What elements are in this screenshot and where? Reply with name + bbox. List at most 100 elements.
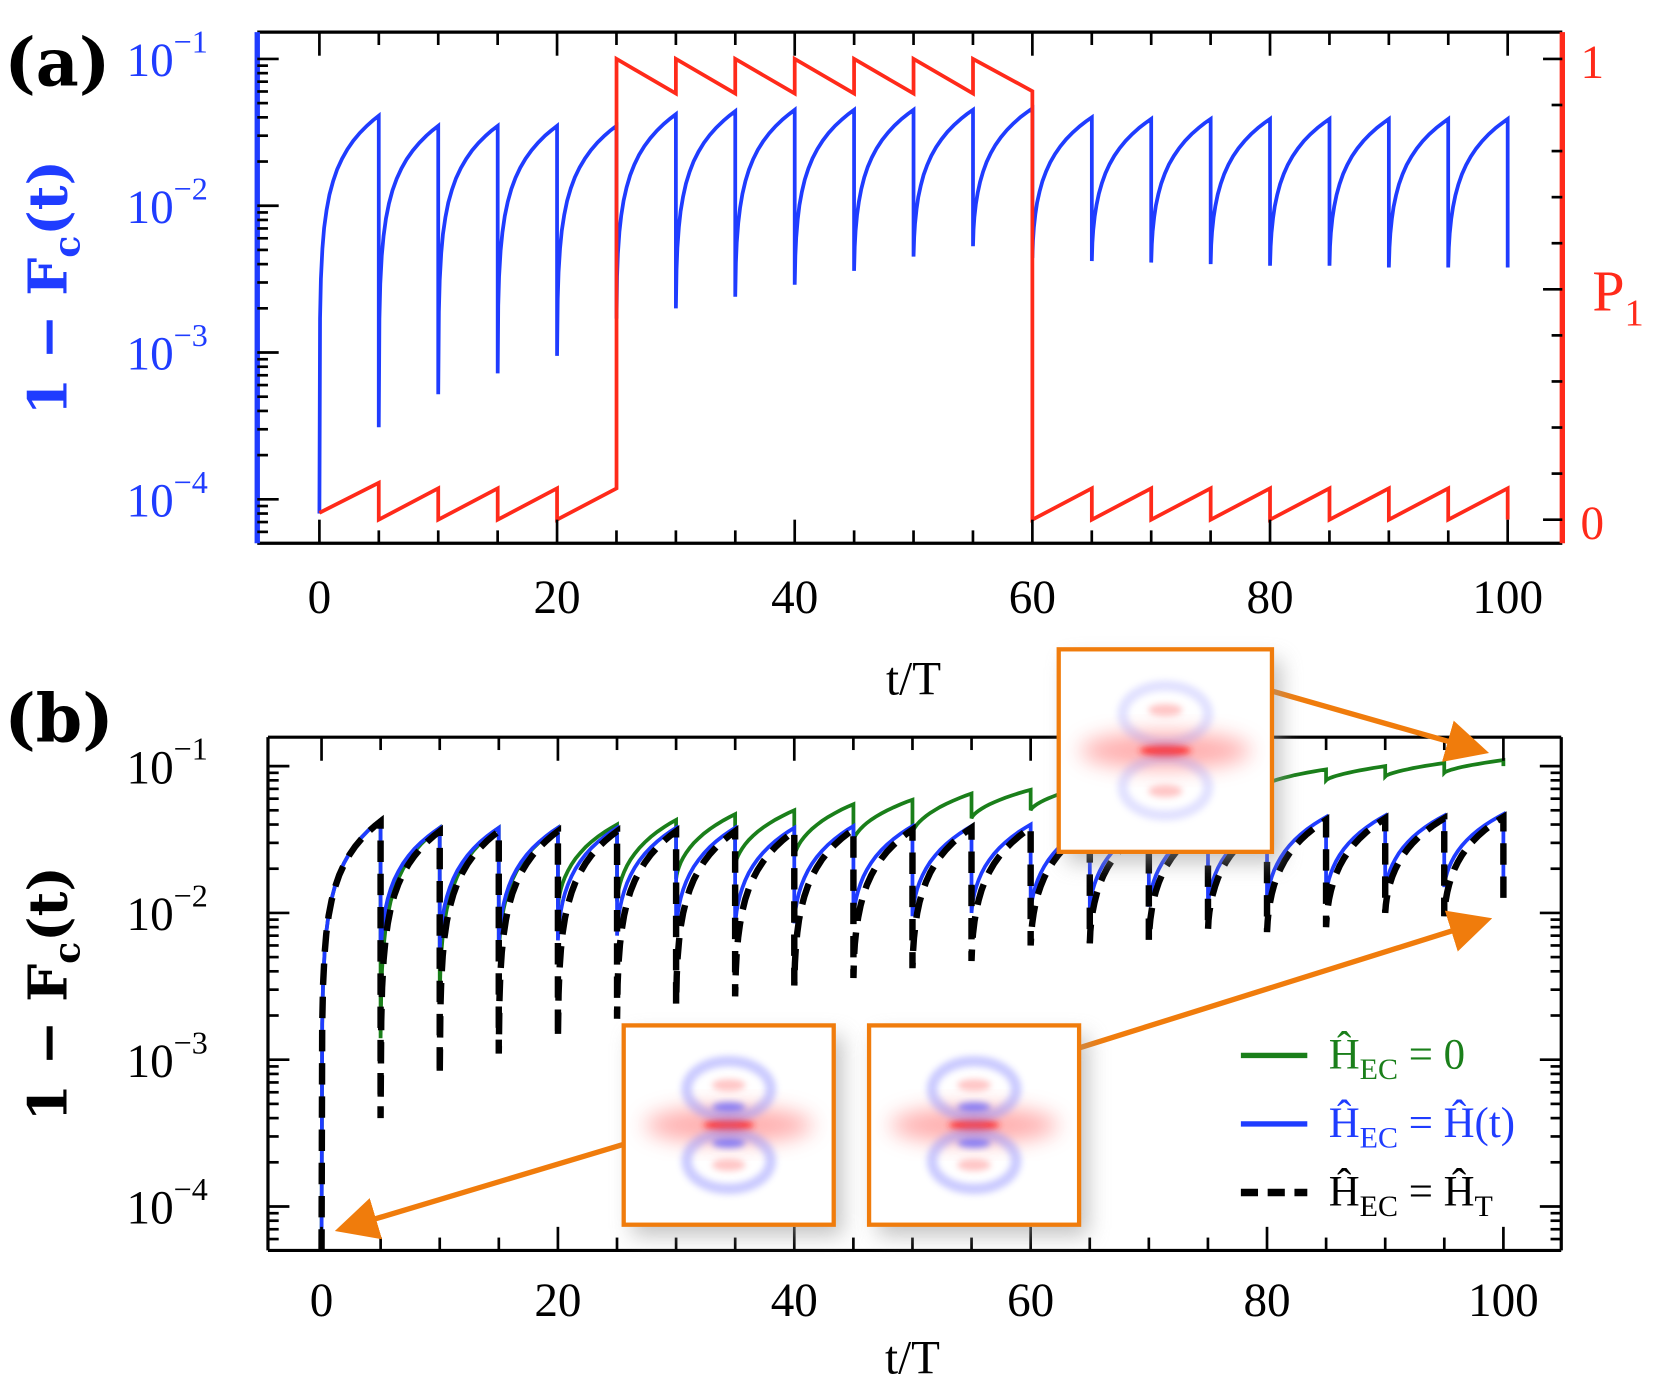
inset-1-arrow — [1271, 688, 1490, 762]
x-tick-label: 20 — [534, 1275, 581, 1327]
y-tick-exponent: −2 — [174, 877, 208, 913]
y-tick-base: 10 — [127, 1036, 174, 1088]
legend-label-3: ĤEC = ĤT — [1329, 1168, 1493, 1223]
y-tick-label: 10−2 — [127, 170, 208, 234]
inset-red-lobe — [711, 1158, 746, 1171]
inset-1 — [1056, 647, 1281, 863]
legend-label-part: Ĥ — [1329, 1100, 1360, 1147]
x-tick-label: 80 — [1243, 1275, 1290, 1327]
x-tick-label: 0 — [308, 572, 332, 624]
legend-label-part: Ĥ — [1329, 1168, 1360, 1215]
inset-red-lobe — [957, 1158, 991, 1171]
inset-2 — [621, 1023, 843, 1236]
inset-images — [334, 647, 1493, 1240]
inset-blue-ring — [1117, 753, 1214, 821]
y-tick-exponent: −2 — [174, 170, 208, 206]
inset-red-lobe — [711, 1079, 746, 1092]
y-tick-base: 10 — [127, 329, 174, 381]
y-tick-label: 10−2 — [127, 877, 208, 941]
y-tick-base: 10 — [127, 182, 174, 234]
y-tick-exponent: −4 — [174, 464, 208, 500]
inset-blue-ring — [926, 1055, 1022, 1123]
inset-blue-lobe — [957, 1102, 991, 1113]
inset-blue-lobe — [711, 1102, 746, 1113]
x-tick-label: 0 — [310, 1275, 334, 1327]
y-tick-label: 10−3 — [127, 317, 208, 381]
y-tick-exponent: −3 — [174, 317, 208, 353]
legend-label-2: ĤEC = Ĥ(t) — [1329, 1100, 1515, 1155]
y-tick-exponent: −1 — [174, 24, 208, 60]
inset-red-core — [948, 1119, 1000, 1132]
y-label-main: 1 − F — [17, 964, 80, 1121]
series-line-1 — [317, 104, 1510, 514]
y-tick-exponent: −4 — [174, 1171, 208, 1207]
y-tick-base: 10 — [127, 889, 174, 941]
y-tick-base: 10 — [127, 1183, 174, 1235]
y-axis-label: 1 − Fc(t) — [17, 866, 89, 1121]
y2-label-main: P — [1592, 259, 1624, 324]
y-axis-label: 1 − Fc(t) — [17, 160, 89, 415]
y-label-tail: (t) — [17, 866, 80, 941]
y-tick-exponent: −1 — [174, 731, 208, 767]
y-label-main: 1 − F — [17, 258, 80, 415]
legend-label-part: EC — [1360, 1053, 1398, 1086]
panel-label-a: (a) — [4, 24, 110, 102]
inset-red-lobe — [1148, 703, 1183, 717]
inset-3-arrow — [1078, 910, 1493, 1051]
series-line-2 — [319, 811, 1506, 1251]
series-line-2 — [318, 55, 1510, 523]
y2-axis-label: P1 — [1592, 259, 1643, 335]
panel-label-b: (b) — [4, 679, 113, 757]
y-tick-exponent: −3 — [174, 1024, 208, 1060]
inset-red-core — [703, 1119, 754, 1132]
x-tick-label: 40 — [771, 572, 818, 624]
y-tick-base: 10 — [127, 475, 174, 527]
y-tick-label: 10−4 — [127, 1171, 208, 1235]
y-tick-base: 10 — [127, 35, 174, 87]
y-label-sub: c — [45, 236, 88, 258]
x-tick-label: 40 — [771, 1275, 818, 1327]
y2-label-sub: 1 — [1625, 293, 1644, 335]
y2-tick-label: 1 — [1581, 37, 1605, 89]
legend-label-part: T — [1475, 1190, 1493, 1223]
x-tick-label: 60 — [1009, 572, 1056, 624]
y2-tick-label: 0 — [1581, 498, 1605, 550]
inset-blue-ring — [681, 1127, 777, 1195]
x-tick-label: 100 — [1468, 1275, 1539, 1327]
inset-blue-lobe — [957, 1138, 991, 1148]
x-tick-label: 60 — [1007, 1275, 1054, 1327]
legend-label-part: Ĥ — [1329, 1031, 1360, 1078]
y-label-tail: (t) — [17, 160, 80, 235]
y-tick-label: 10−1 — [127, 24, 208, 88]
inset-red-lobe — [1148, 785, 1183, 798]
series-line-3 — [318, 811, 1507, 1251]
x-axis-label: t/T — [885, 1333, 940, 1379]
y-tick-label: 10−1 — [127, 731, 208, 795]
inset-blue-ring — [926, 1127, 1022, 1195]
inset-red-core — [1139, 744, 1191, 757]
inset-border — [621, 1023, 836, 1227]
legend-label-part: = Ĥ(t) — [1398, 1100, 1515, 1147]
y-tick-label: 10−3 — [127, 1024, 208, 1088]
inset-3 — [866, 1023, 1088, 1236]
y-tick-label: 10−4 — [127, 464, 208, 528]
inset-blue-ring — [1117, 680, 1214, 748]
inset-2-arrow — [334, 1141, 625, 1240]
legend-label-part: = Ĥ — [1398, 1168, 1475, 1215]
legend-label-1: ĤEC = 0 — [1329, 1031, 1465, 1086]
x-axis-label: t/T — [886, 653, 941, 705]
x-tick-label: 100 — [1472, 572, 1543, 624]
legend-label-part: EC — [1360, 1190, 1398, 1223]
x-tick-label: 20 — [533, 572, 580, 624]
legend-label-part: = 0 — [1398, 1031, 1465, 1078]
y-label-sub: c — [45, 942, 88, 964]
inset-red-lobe — [957, 1079, 991, 1092]
legend-label-part: EC — [1360, 1122, 1398, 1155]
inset-border — [1056, 647, 1275, 854]
y-tick-base: 10 — [127, 742, 174, 794]
x-tick-label: 80 — [1246, 572, 1293, 624]
